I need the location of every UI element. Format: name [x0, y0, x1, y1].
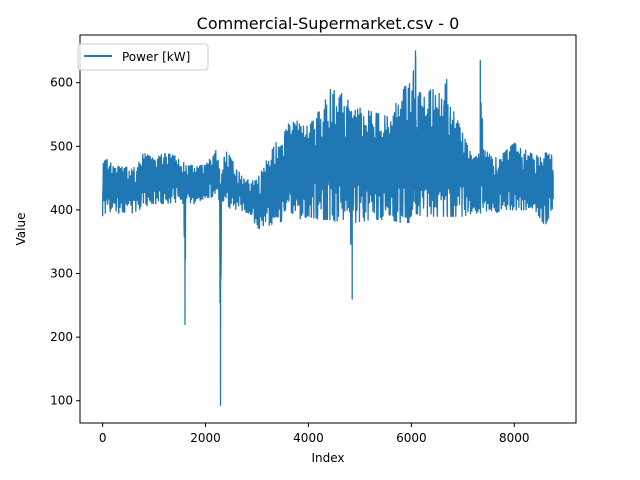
y-axis-ticks: 100 200 300 400 500 600 — [50, 76, 80, 408]
y-tick-label: 500 — [50, 139, 73, 153]
x-tick-label: 2000 — [190, 431, 221, 445]
y-tick-label: 400 — [50, 203, 73, 217]
y-tick-label: 100 — [50, 394, 73, 408]
legend-label: Power [kW] — [122, 50, 190, 64]
legend-box — [77, 43, 209, 71]
y-tick-label: 200 — [50, 330, 73, 344]
x-tick-label: 4000 — [293, 431, 324, 445]
series-line-power-kw — [101, 50, 554, 406]
x-axis-label: Index — [311, 451, 344, 465]
chart-title: Commercial-Supermarket.csv - 0 — [197, 14, 460, 33]
y-axis-label: Value — [14, 213, 28, 246]
x-tick-label: 0 — [99, 431, 107, 445]
y-tick-label: 300 — [50, 267, 73, 281]
plot-frame — [79, 34, 577, 424]
x-tick-label: 8000 — [499, 431, 530, 445]
legend: Power [kW] — [77, 43, 209, 71]
x-tick-label: 6000 — [396, 431, 427, 445]
x-axis-ticks: 0 2000 4000 6000 8000 — [99, 423, 530, 445]
y-tick-label: 600 — [50, 76, 73, 90]
plot-series — [101, 50, 554, 406]
